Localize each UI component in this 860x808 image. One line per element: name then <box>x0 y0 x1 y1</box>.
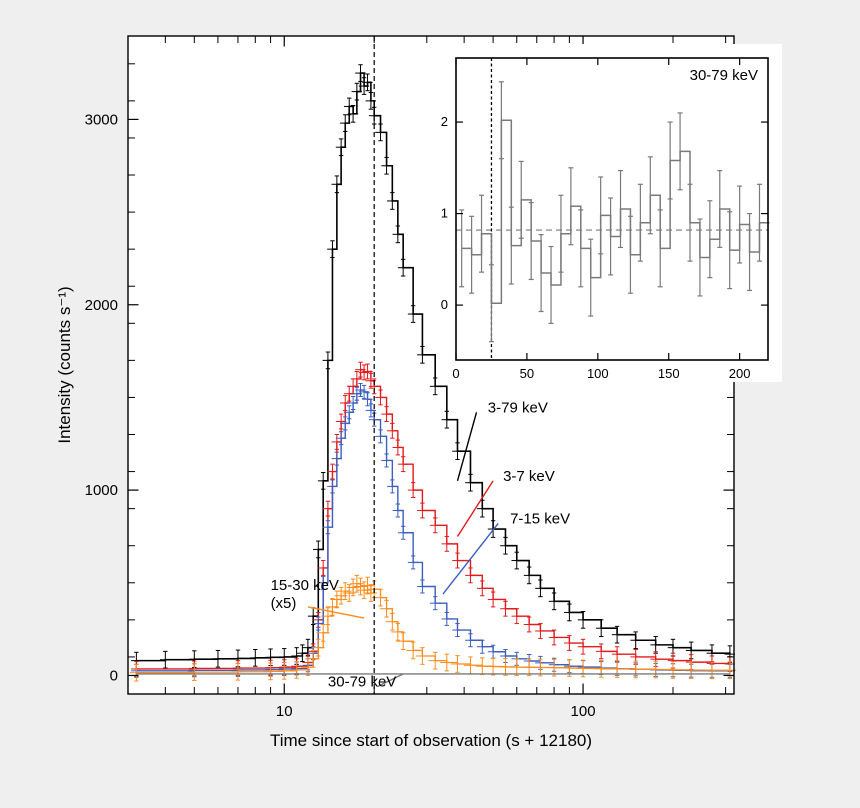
ytick-label: 2000 <box>85 297 118 314</box>
inset-xtick: 0 <box>452 366 459 381</box>
ytick-label: 3000 <box>85 111 118 128</box>
y-axis-label: Intensity (counts s⁻¹) <box>55 286 74 443</box>
inset-ytick: 0 <box>441 297 448 312</box>
inset-xtick: 200 <box>729 366 751 381</box>
series-label: 15-30 keV <box>271 577 339 594</box>
inset-ytick: 1 <box>441 206 448 221</box>
series-label: 3-7 keV <box>503 468 555 485</box>
inset-xtick: 50 <box>520 366 534 381</box>
series-label: 30-79 keV <box>328 674 396 691</box>
inset-title: 30-79 keV <box>690 67 758 84</box>
inset-xtick: 100 <box>587 366 609 381</box>
x-axis-label: Time since start of observation (s + 121… <box>270 731 592 750</box>
ytick-label: 1000 <box>85 482 118 499</box>
ytick-label: 0 <box>110 667 118 684</box>
xtick-label: 100 <box>571 703 596 720</box>
chart-root: 101000100020003000Time since start of ob… <box>0 0 860 808</box>
series-label: (x5) <box>271 595 297 612</box>
series-label: 3-79 keV <box>488 399 548 416</box>
inset-xtick: 150 <box>658 366 680 381</box>
inset-ytick: 2 <box>441 114 448 129</box>
xtick-label: 10 <box>276 703 293 720</box>
series-label: 7-15 keV <box>510 510 570 527</box>
